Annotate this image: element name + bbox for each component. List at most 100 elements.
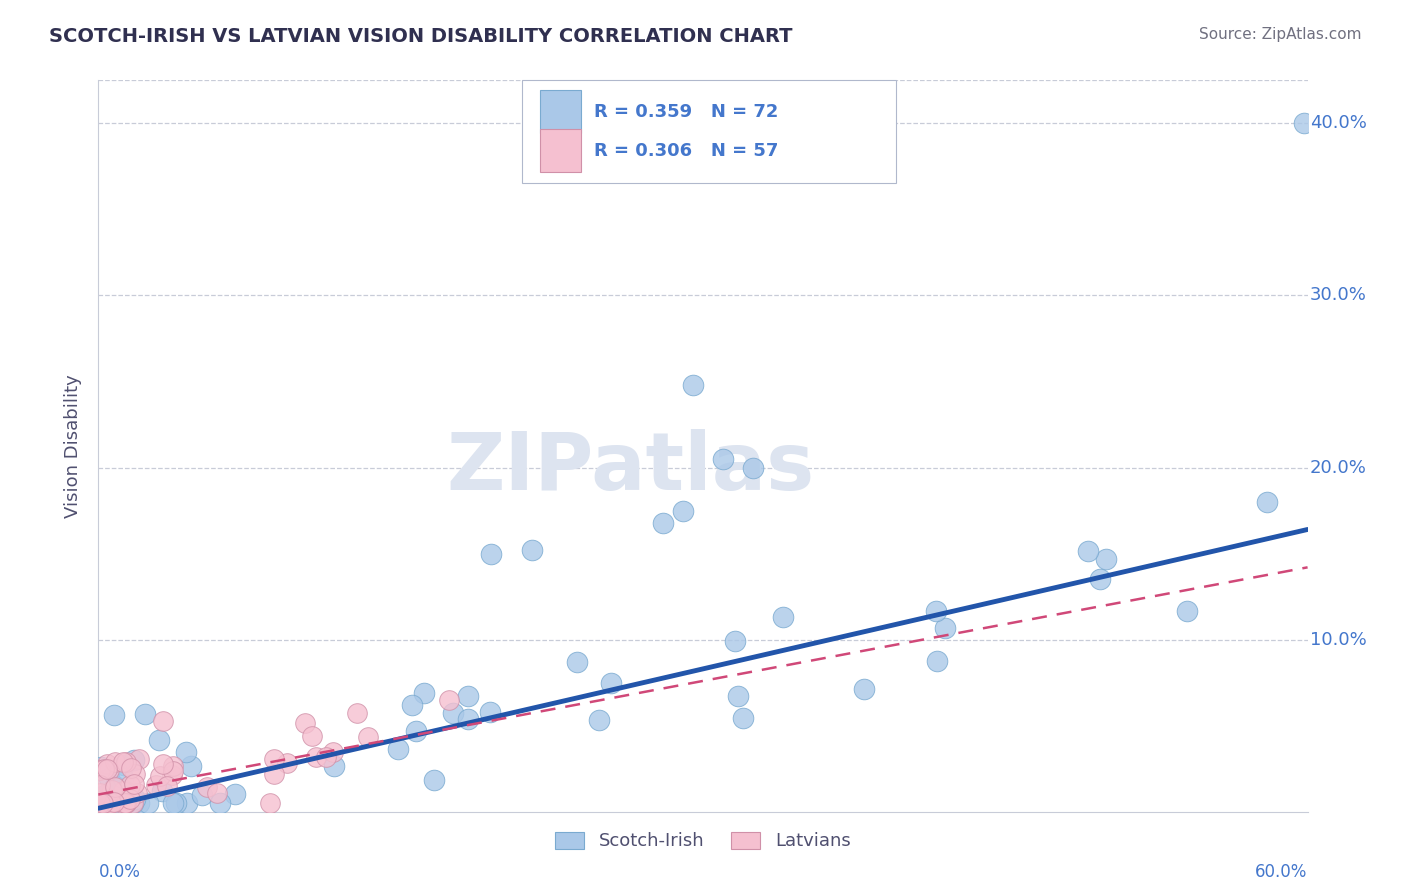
Point: [115, 756, 138, 770]
Point: [120, 796, 142, 810]
Point: [104, 755, 127, 769]
Point: [89, 786, 111, 800]
Point: [128, 752, 150, 766]
Point: [115, 796, 138, 810]
Text: ZIPatlas: ZIPatlas: [446, 429, 814, 507]
Point: [114, 796, 136, 810]
FancyBboxPatch shape: [522, 80, 897, 183]
Point: [259, 796, 281, 810]
Point: [413, 686, 436, 700]
Point: [122, 796, 145, 810]
Point: [122, 796, 145, 810]
Point: [115, 796, 138, 810]
Point: [134, 706, 156, 721]
Point: [89, 778, 111, 792]
Point: [441, 706, 464, 721]
Point: [98, 796, 121, 810]
Point: [457, 689, 479, 703]
Point: [98, 796, 121, 810]
Point: [90, 760, 112, 774]
Point: [111, 755, 134, 769]
Point: [1292, 116, 1315, 130]
Point: [853, 682, 876, 697]
Point: [111, 796, 134, 810]
Point: [120, 796, 142, 810]
Point: [925, 654, 948, 668]
Point: [162, 759, 184, 773]
Point: [315, 750, 337, 764]
Point: [120, 791, 142, 805]
Point: [682, 378, 704, 392]
Point: [152, 757, 174, 772]
Point: [122, 753, 145, 767]
Point: [118, 796, 141, 810]
Text: 30.0%: 30.0%: [1310, 286, 1367, 304]
Point: [651, 516, 673, 530]
Point: [89, 796, 111, 810]
Point: [208, 796, 231, 810]
Point: [89, 796, 111, 810]
Point: [711, 451, 734, 466]
Point: [98, 772, 121, 786]
Point: [1077, 543, 1099, 558]
Point: [733, 711, 755, 725]
Point: [346, 706, 368, 720]
Point: [1256, 495, 1278, 509]
Point: [191, 788, 214, 802]
Point: [104, 780, 127, 794]
Point: [89, 763, 111, 777]
Point: [128, 796, 150, 810]
Point: [94, 788, 117, 802]
Point: [162, 796, 184, 810]
Text: 10.0%: 10.0%: [1310, 631, 1367, 648]
FancyBboxPatch shape: [540, 90, 581, 133]
Point: [96, 762, 118, 776]
Point: [207, 786, 229, 800]
Point: [94, 791, 117, 805]
Point: [96, 756, 118, 771]
Point: [772, 610, 794, 624]
Point: [101, 790, 124, 805]
Point: [93, 763, 115, 777]
Point: [145, 778, 167, 792]
Point: [148, 733, 170, 747]
Point: [89, 796, 111, 810]
Point: [100, 796, 122, 810]
Point: [305, 750, 328, 764]
Point: [934, 621, 956, 635]
Point: [110, 792, 132, 806]
Point: [124, 767, 146, 781]
Point: [1088, 572, 1111, 586]
Point: [276, 756, 298, 770]
Point: [103, 708, 125, 723]
Point: [478, 705, 501, 719]
Point: [111, 796, 134, 810]
Point: [120, 761, 142, 775]
Point: [100, 783, 122, 797]
Text: 0.0%: 0.0%: [98, 863, 141, 881]
Text: R = 0.359   N = 72: R = 0.359 N = 72: [595, 103, 779, 120]
Point: [301, 729, 323, 743]
Point: [565, 655, 588, 669]
Point: [104, 779, 127, 793]
Point: [1175, 604, 1198, 618]
Text: SCOTCH-IRISH VS LATVIAN VISION DISABILITY CORRELATION CHART: SCOTCH-IRISH VS LATVIAN VISION DISABILIT…: [49, 27, 793, 45]
Point: [103, 795, 125, 809]
Point: [405, 723, 427, 738]
Point: [263, 752, 285, 766]
Point: [322, 745, 344, 759]
Point: [162, 764, 184, 778]
Point: [118, 778, 141, 792]
Point: [98, 796, 121, 810]
Point: [114, 796, 136, 810]
Point: [423, 772, 446, 787]
Point: [357, 730, 380, 744]
Point: [152, 714, 174, 729]
Point: [724, 633, 747, 648]
Point: [107, 796, 129, 810]
Point: [112, 757, 135, 772]
Point: [97, 796, 120, 810]
Point: [89, 796, 111, 810]
Text: 20.0%: 20.0%: [1310, 458, 1367, 476]
Point: [89, 796, 111, 810]
